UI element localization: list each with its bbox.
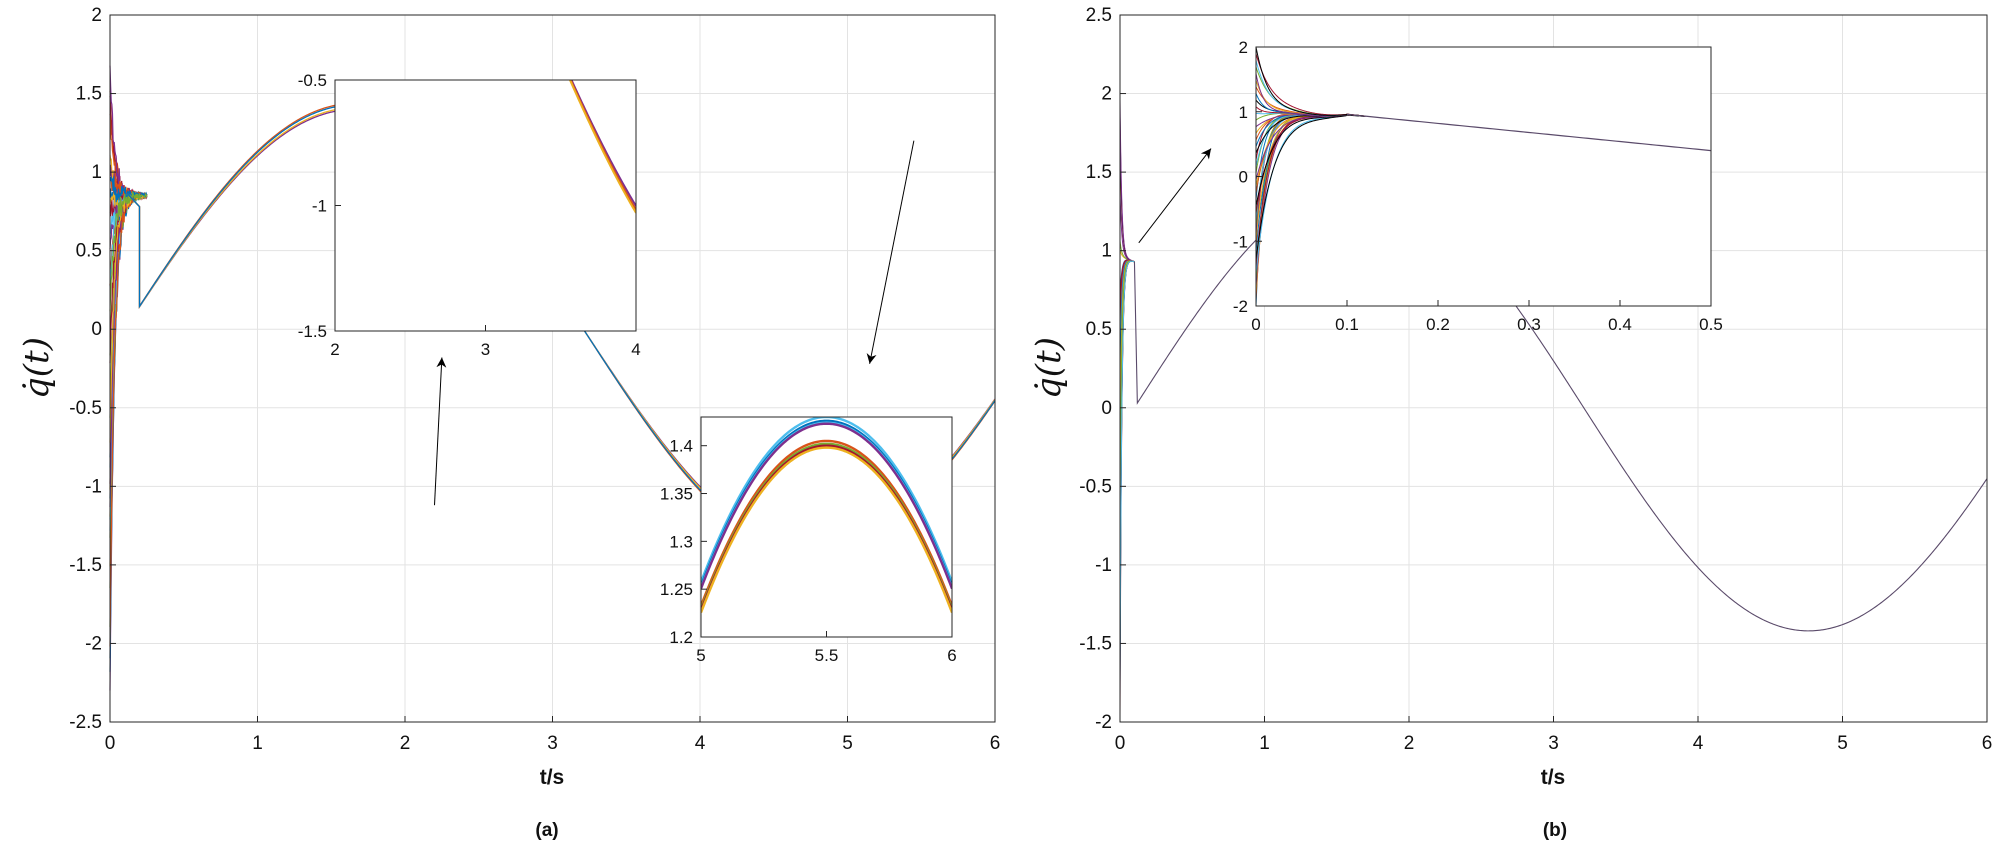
inset-a2-y-tick-label: 1.35 [660, 485, 693, 504]
panel-b-inset-1: 0 0.1 0.2 0.3 0.4 0.5 -2 -1 0 1 2 [1233, 38, 1723, 334]
inset-a2-series-line [701, 439, 952, 607]
inset-a1-series-line [570, 80, 636, 207]
inset-a2-x-tick-label: 5 [696, 646, 705, 665]
panel-b-y-tick-label: -2 [1095, 712, 1112, 733]
inset-b1-x-tick-label: 0.3 [1517, 315, 1541, 334]
panel-a-x-tick-label: 6 [990, 733, 1001, 754]
panel-a-x-tick-label: 2 [400, 733, 411, 754]
inset-a1-series-line [568, 80, 636, 214]
inset-a2-y-tick-label: 1.25 [660, 580, 693, 599]
panel-a-y-tick-label: -0.5 [69, 398, 102, 419]
panel-b-x-tick-label: 1 [1259, 733, 1270, 754]
inset-a1-x-tick-label: 4 [631, 340, 640, 359]
panel-b-y-tick-label: 2.5 [1086, 5, 1112, 26]
zoom-arrow [1138, 148, 1212, 244]
panel-a-y-axis-label: q̇(t) [17, 337, 57, 399]
panel-a-x-axis-label: t/s [540, 766, 565, 789]
inset-b1-x-tick-label: 0.2 [1426, 315, 1450, 334]
zoom-arrow [434, 357, 447, 506]
panel-a-x-tick-label: 4 [695, 733, 706, 754]
panel-b-x-tick-label: 2 [1404, 733, 1415, 754]
inset-b1-transient-trace [1256, 47, 1366, 117]
panel-a-tick-labels: 0 1 2 3 4 5 6 -2.5 -2 -1.5 -1 -0.5 0 0.5 1 1.5 2 [69, 5, 1000, 754]
inset-a1-y-tick-label: -1.5 [298, 322, 327, 341]
inset-b1-series-line [1346, 113, 1711, 152]
inset-b1-x-tick-label: 0.5 [1699, 315, 1723, 334]
inset-a1-x-tick-label: 2 [330, 340, 339, 359]
inset-b1-x-tick-label: 0.4 [1608, 315, 1632, 334]
panel-a-x-tick-label: 3 [547, 733, 558, 754]
panel-b-y-tick-label: -0.5 [1079, 476, 1112, 497]
panel-a-inset-1: 2 3 4 -1.5 -1 -0.5 [298, 71, 641, 359]
inset-a2-tick-labels: 5 5.5 6 1.2 1.25 1.3 1.35 1.4 [660, 437, 957, 665]
inset-a2-series-line [701, 422, 952, 590]
panel-a-y-tick-label: -2.5 [69, 712, 102, 733]
inset-a2-x-tick-label: 6 [947, 646, 956, 665]
panel-a-inset-2: 5 5.5 6 1.2 1.25 1.3 1.35 1.4 [660, 416, 957, 665]
panel-a-y-tick-label: -2 [85, 633, 102, 654]
panel-b-y-axis-label: q̇(t) [1029, 337, 1069, 399]
inset-a2-y-tick-label: 1.4 [669, 437, 693, 456]
panel-a-x-tick-label: 1 [252, 733, 263, 754]
panel-a-x-tick-label: 0 [105, 733, 116, 754]
panel-b-x-tick-label: 5 [1837, 733, 1848, 754]
panel-b-y-tick-label: 0 [1101, 398, 1112, 419]
inset-a1-y-tick-label: -1 [312, 197, 327, 216]
inset-b1-y-tick-label: 1 [1239, 103, 1248, 122]
panel-a-y-tick-label: 2 [91, 5, 102, 26]
inset-b1-x-tick-label: 0.1 [1335, 315, 1359, 334]
panel-b-x-axis-label: t/s [1541, 766, 1566, 789]
inset-b1-y-tick-label: 0 [1239, 168, 1248, 187]
panel-a-x-tick-label: 5 [842, 733, 853, 754]
panel-a: 0 1 2 3 4 5 6 -2.5 -2 -1.5 -1 -0.5 0 0.5 1 1.5 2 t/s q̇(… [17, 5, 1000, 841]
panel-a-y-tick-label: 1 [91, 162, 102, 183]
panel-b-y-tick-label: -1.5 [1079, 633, 1112, 654]
panel-b-y-tick-label: 2 [1101, 84, 1112, 105]
panel-b: 0 1 2 3 4 5 6 -2 -1.5 -1 -0.5 0 0.5 1 1.5 2 2.5 t/s q̇(t… [1029, 5, 1992, 841]
panel-b-transient-trace [1119, 260, 1135, 699]
panel-a-arrows [434, 140, 915, 506]
panel-b-y-tick-label: 1.5 [1086, 162, 1112, 183]
panel-b-arrows [1138, 148, 1212, 244]
panel-a-label: (a) [535, 820, 558, 841]
panel-b-x-tick-label: 4 [1693, 733, 1704, 754]
inset-b1-curves [1256, 47, 1711, 306]
inset-a2-series-line [701, 446, 952, 614]
inset-a2-series-line [701, 417, 952, 583]
panel-a-curves [109, 65, 996, 691]
inset-a1-curves [568, 80, 636, 214]
panel-a-y-tick-label: -1 [85, 476, 102, 497]
panel-a-y-tick-label: 1.5 [76, 84, 102, 105]
panel-b-x-tick-label: 3 [1548, 733, 1559, 754]
inset-b1-y-tick-label: -2 [1233, 297, 1248, 316]
panel-b-tick-labels: 0 1 2 3 4 5 6 -2 -1.5 -1 -0.5 0 0.5 1 1.5 2 2.5 [1079, 5, 1992, 754]
panel-b-y-tick-label: 1 [1101, 241, 1112, 262]
inset-b1-y-tick-label: 2 [1239, 38, 1248, 57]
inset-a2-curves [701, 417, 952, 614]
inset-a2-y-tick-label: 1.2 [669, 628, 693, 647]
inset-b1-tick-labels: 0 0.1 0.2 0.3 0.4 0.5 -2 -1 0 1 2 [1233, 38, 1723, 334]
zoom-arrow [866, 140, 915, 364]
inset-b1-y-tick-label: -1 [1233, 232, 1248, 251]
panel-b-x-tick-label: 6 [1982, 733, 1993, 754]
panel-a-y-tick-label: 0.5 [76, 241, 102, 262]
inset-a2-x-tick-label: 5.5 [815, 646, 839, 665]
inset-a1-y-tick-label: -0.5 [298, 71, 327, 90]
panel-b-label: (b) [1543, 820, 1567, 841]
panel-b-y-tick-label: -1 [1095, 555, 1112, 576]
panel-a-y-tick-label: 0 [91, 319, 102, 340]
panel-b-y-tick-label: 0.5 [1086, 319, 1112, 340]
inset-a2-y-tick-label: 1.3 [669, 532, 693, 551]
inset-b1-x-tick-label: 0 [1251, 315, 1260, 334]
panel-b-x-tick-label: 0 [1115, 733, 1126, 754]
inset-a1-x-tick-label: 3 [481, 340, 490, 359]
inset-a1-tick-labels: 2 3 4 -1.5 -1 -0.5 [298, 71, 641, 359]
panel-a-y-tick-label: -1.5 [69, 555, 102, 576]
